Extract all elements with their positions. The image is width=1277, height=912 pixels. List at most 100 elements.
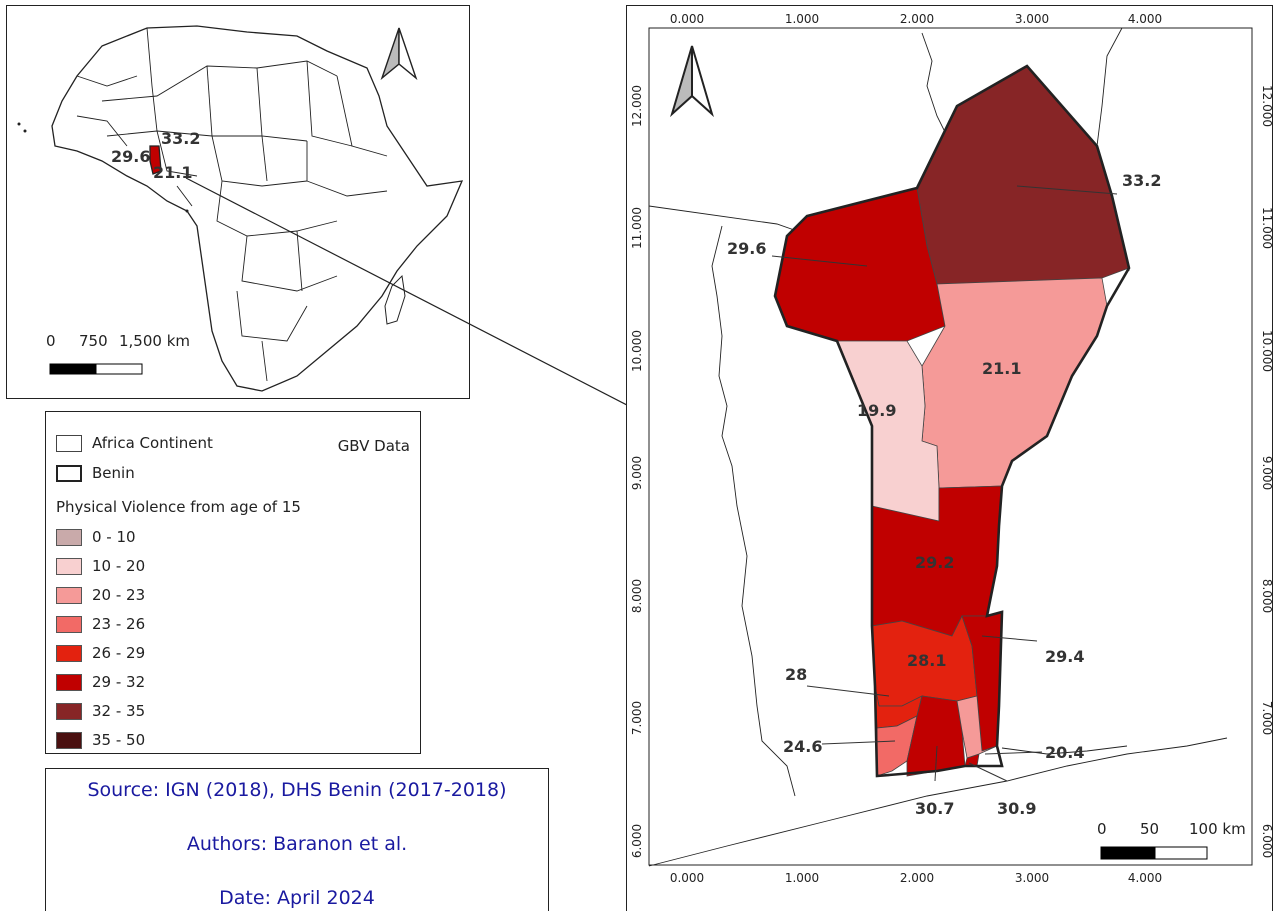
- legend-class-swatch: [56, 644, 82, 662]
- region-borgou: [921, 277, 1108, 489]
- legend-class-label: 10 - 20: [92, 557, 146, 575]
- main-scale-bar: 0 50 100 km: [1097, 820, 1246, 860]
- y-tick-label: 6.000: [1260, 824, 1274, 858]
- legend-gbv-label: GBV Data: [337, 437, 410, 455]
- legend-title: Physical Violence from age of 15: [56, 498, 301, 516]
- x-tick-label: 0.000: [670, 12, 704, 26]
- benin-inset-highlight: [149, 145, 162, 175]
- region-label: 29.6: [727, 239, 766, 258]
- x-tick-label: 2.000: [900, 12, 934, 26]
- main-scale-end: 100 km: [1189, 820, 1246, 838]
- region-labels: 33.2 29.6 21.1 19.9 29.2 28.1 29.4 28 24…: [727, 171, 1161, 818]
- y-tick-label: 10.000: [630, 330, 644, 372]
- legend-class-swatch: [56, 557, 82, 575]
- x-ticks-top: 0.000 1.000 2.000 3.000 4.000: [670, 12, 1162, 26]
- x-ticks-bottom: 0.000 1.000 2.000 3.000 4.000: [670, 871, 1162, 885]
- region-label: 29.4: [1045, 647, 1084, 666]
- x-tick-label: 0.000: [670, 871, 704, 885]
- legend-class-swatch: [56, 702, 82, 720]
- legend-panel: Africa Continent GBV Data Benin Physical…: [45, 411, 421, 754]
- y-tick-label: 11.000: [630, 207, 644, 249]
- legend-class-row: 0 - 10: [56, 528, 136, 546]
- legend-class-row: 32 - 35: [56, 702, 145, 720]
- legend-class-label: 23 - 26: [92, 615, 146, 633]
- x-tick-label: 3.000: [1015, 12, 1049, 26]
- region-label: 33.2: [1122, 171, 1161, 190]
- y-tick-label: 6.000: [630, 824, 644, 858]
- region-label: 30.7: [915, 799, 954, 818]
- scale-label-end: 1,500 km: [119, 332, 190, 350]
- main-scale-zero: 0: [1097, 820, 1107, 838]
- inset-label-1: 33.2: [161, 129, 200, 148]
- scale-label-mid: 750: [79, 332, 108, 350]
- y-tick-label: 7.000: [630, 701, 644, 735]
- island-dot: [23, 129, 27, 133]
- legend-class-label: 29 - 32: [92, 673, 146, 691]
- map-inner-frame: [648, 27, 1253, 866]
- legend-class-swatch: [56, 731, 82, 749]
- legend-class-swatch: [56, 528, 82, 546]
- legend-class-row: 20 - 23: [56, 586, 145, 604]
- legend-class-swatch: [56, 673, 82, 691]
- y-tick-label: 12.000: [1260, 85, 1274, 127]
- y-tick-label: 9.000: [630, 456, 644, 490]
- authors-text: Authors: Baranon et al.: [186, 833, 408, 855]
- x-tick-label: 2.000: [900, 871, 934, 885]
- region-label: 24.6: [783, 737, 822, 756]
- north-arrow-icon: [670, 45, 714, 118]
- x-tick-label: 1.000: [785, 871, 819, 885]
- legend-class-label: 35 - 50: [92, 731, 146, 749]
- inset-label-2: 29.6: [111, 147, 150, 166]
- inset-scale-bar: 0 750 1,500 km: [46, 332, 190, 375]
- benin-regions: [774, 65, 1130, 777]
- y-ticks-right: 12.000 11.000 10.000 9.000 8.000 7.000 6.000: [1260, 85, 1274, 858]
- legend-class-row: 23 - 26: [56, 615, 145, 633]
- benin-outline: [773, 64, 1131, 778]
- legend-africa-label: Africa Continent: [92, 434, 213, 452]
- legend-class-label: 26 - 29: [92, 644, 146, 662]
- region-label: 28: [785, 665, 807, 684]
- legend-benin-row: Benin: [56, 464, 135, 482]
- y-tick-label: 12.000: [630, 85, 644, 127]
- x-tick-label: 3.000: [1015, 871, 1049, 885]
- region-alibori: [916, 65, 1130, 285]
- legend-class-label: 20 - 23: [92, 586, 146, 604]
- y-tick-label: 10.000: [1260, 330, 1274, 372]
- source-text: Source: IGN (2018), DHS Benin (2017-2018…: [87, 779, 507, 801]
- y-tick-label: 11.000: [1260, 207, 1274, 249]
- legend-africa-swatch: [56, 434, 82, 452]
- leader-lines: [771, 185, 1118, 782]
- africa-continent-outline: [51, 25, 464, 392]
- north-arrow-icon: [380, 27, 418, 81]
- legend-class-row: 26 - 29: [56, 644, 145, 662]
- africa-inset-map: 33.2 29.6 21.1 0 750 1,500 km: [6, 5, 470, 399]
- region-label: 28.1: [907, 651, 946, 670]
- legend-class-label: 0 - 10: [92, 528, 136, 546]
- legend-class-label: 32 - 35: [92, 702, 146, 720]
- island-dot: [17, 122, 21, 126]
- legend-class-row: 35 - 50: [56, 731, 145, 749]
- region-label: 29.2: [915, 553, 954, 572]
- source-panel: Source: IGN (2018), DHS Benin (2017-2018…: [45, 768, 549, 911]
- x-tick-label: 4.000: [1128, 871, 1162, 885]
- legend-class-row: 29 - 32: [56, 673, 145, 691]
- inset-label-3: 21.1: [153, 163, 192, 182]
- legend-class-row: 10 - 20: [56, 557, 145, 575]
- legend-class-swatch: [56, 615, 82, 633]
- region-label: 21.1: [982, 359, 1021, 378]
- africa-inset-svg: 33.2 29.6 21.1 0 750 1,500 km: [17, 25, 464, 392]
- scale-label-zero: 0: [46, 332, 56, 350]
- legend-africa-row: Africa Continent: [56, 434, 213, 452]
- region-label: 30.9: [997, 799, 1036, 818]
- region-atacora: [774, 187, 946, 342]
- legend-benin-swatch: [56, 464, 82, 482]
- region-oueme: [956, 695, 998, 759]
- x-tick-label: 1.000: [785, 12, 819, 26]
- y-tick-label: 9.000: [1260, 456, 1274, 490]
- island-dot: [185, 209, 189, 213]
- region-label: 20.4: [1045, 743, 1084, 762]
- y-tick-label: 8.000: [630, 579, 644, 613]
- legend-benin-label: Benin: [92, 464, 135, 482]
- y-ticks-left: 12.000 11.000 10.000 9.000 8.000 7.000 6.000: [630, 85, 644, 858]
- date-text: Date: April 2024: [219, 887, 375, 909]
